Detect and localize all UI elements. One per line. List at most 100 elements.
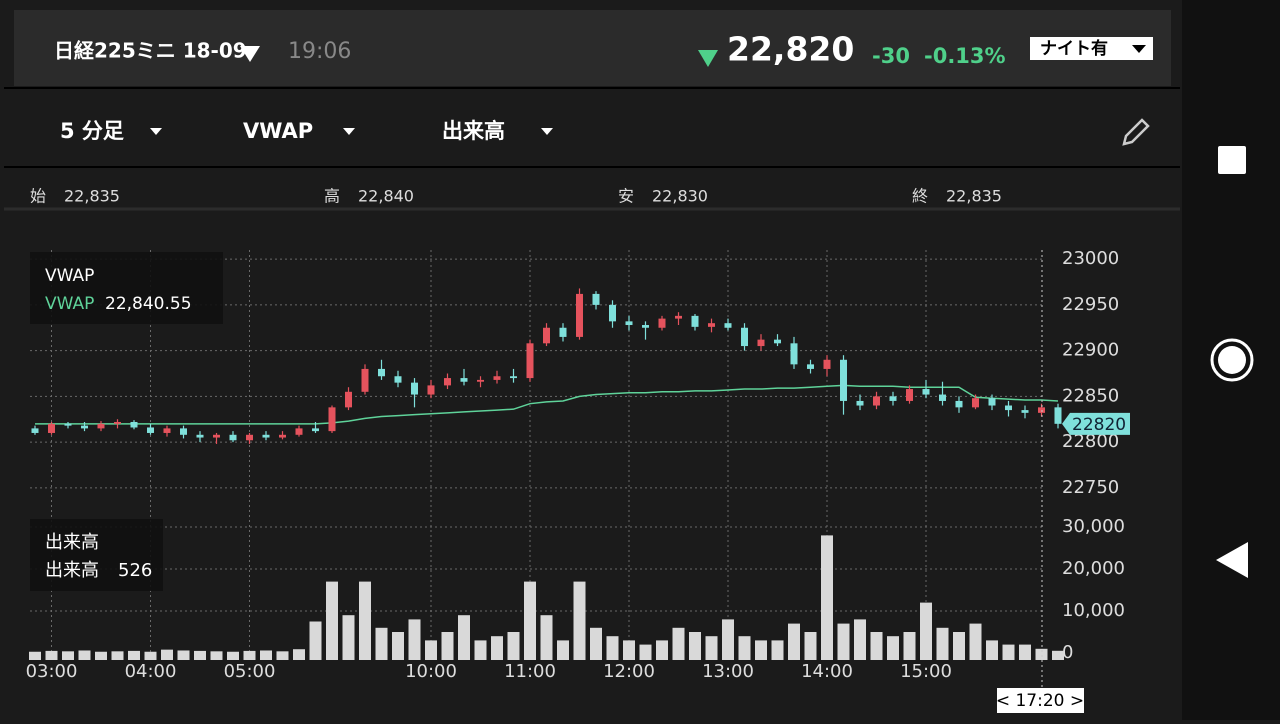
volume-bar — [837, 623, 850, 660]
candle-body — [262, 434, 270, 438]
y-tick-label: 23000 — [1062, 248, 1119, 269]
volume-bar — [953, 632, 965, 660]
volume-bar — [788, 623, 800, 660]
volume-bar — [62, 651, 74, 660]
candle-body — [592, 293, 600, 305]
candle-body — [625, 321, 633, 326]
indicator-select[interactable]: VWAP — [243, 119, 313, 143]
ohlc-label: 終 — [912, 187, 928, 206]
candle-body — [196, 434, 204, 438]
volume-bar — [689, 632, 701, 660]
volume-bar — [359, 581, 371, 660]
volume-bar — [656, 640, 668, 660]
candle-body — [972, 398, 979, 408]
volume-bar — [969, 623, 982, 660]
volume-bar — [491, 636, 503, 660]
volume-bar — [870, 632, 883, 660]
x-tick-label: 10:00 — [405, 661, 457, 682]
volume-bar — [573, 581, 586, 660]
candle-body — [114, 421, 121, 424]
symbol-dropdown[interactable] — [240, 46, 260, 62]
volume-bar — [771, 640, 784, 660]
candle-body — [906, 389, 913, 401]
session-button[interactable] — [1030, 37, 1153, 60]
candle-body — [691, 315, 699, 327]
candle-body — [955, 400, 963, 408]
candle-body — [328, 407, 336, 432]
app-bg — [0, 0, 1182, 720]
y-tick-label: 22750 — [1062, 477, 1119, 498]
candle-body — [444, 378, 451, 386]
candle-body — [774, 339, 781, 344]
symbol[interactable]: 日経225ミニ 18-09 — [54, 39, 247, 63]
volume-bar — [260, 650, 272, 660]
volume-bar — [639, 644, 652, 660]
volume-bar — [920, 602, 932, 660]
home-button-dot — [1218, 346, 1246, 374]
candle-body — [411, 382, 418, 395]
candle-body — [345, 391, 352, 408]
x-tick-label: 03:00 — [26, 661, 78, 682]
candle-body — [180, 428, 187, 435]
volume-bar — [854, 619, 866, 660]
recent-apps-button[interactable] — [1218, 146, 1246, 174]
y-tick-label: 22850 — [1062, 385, 1119, 406]
back-button[interactable] — [1216, 542, 1248, 578]
candle-body — [493, 376, 501, 380]
quote-time: 19:06 — [288, 39, 351, 64]
candle-body — [856, 400, 864, 406]
y-tick-label: 22900 — [1062, 340, 1119, 361]
volume-bar — [1002, 644, 1015, 660]
candle-body — [790, 343, 798, 365]
volume-bar — [738, 636, 751, 660]
volume-bar — [1019, 644, 1031, 660]
volume-bar — [986, 640, 998, 660]
candle-body — [675, 315, 682, 319]
interval-select[interactable]: 5 分足 — [60, 119, 124, 143]
home-button[interactable] — [1210, 338, 1254, 382]
volume-bar — [111, 651, 124, 660]
candle-body — [246, 434, 253, 441]
vwap-line — [35, 384, 1059, 425]
candle-body — [510, 376, 517, 379]
subchart-select[interactable]: 出来高 — [442, 119, 505, 143]
candle-body — [81, 425, 88, 429]
candle-body — [658, 318, 666, 328]
volume-bar — [144, 651, 157, 660]
candle-body — [939, 394, 946, 401]
volume-tick-label: 20,000 — [1062, 558, 1125, 579]
volume-bar — [29, 651, 41, 660]
candle-body — [1054, 407, 1062, 424]
volume-bar — [821, 535, 833, 660]
volume-bar — [903, 632, 916, 660]
candle-body — [378, 368, 385, 377]
volume-bar — [722, 619, 734, 660]
volume-tick-label: 10,000 — [1062, 600, 1125, 621]
volume-tick-label: 30,000 — [1062, 516, 1125, 537]
candle-body — [526, 343, 534, 379]
last-price-label: 22820 — [1072, 415, 1126, 435]
cursor-label: < 17:20 > — [996, 691, 1084, 711]
volume-bar — [375, 627, 388, 660]
y-tick-label: 22800 — [1062, 431, 1119, 452]
candle-body — [460, 378, 468, 382]
volume-bar — [590, 627, 602, 660]
edit-button[interactable] — [1122, 118, 1150, 146]
candle-body — [724, 323, 732, 328]
candle-body — [708, 323, 715, 327]
candle-body — [922, 389, 930, 395]
volume-bar — [1052, 650, 1064, 660]
candle-body — [757, 339, 765, 347]
volume-bar — [672, 627, 685, 660]
header-bar — [14, 10, 1171, 86]
volume-bar — [95, 651, 107, 660]
volume-bar — [1035, 648, 1048, 660]
legend-box — [30, 252, 223, 324]
volume-bar — [293, 649, 305, 660]
dropdown-icon — [150, 128, 162, 135]
ohlc-label: 始 — [30, 187, 46, 206]
volume-bar — [309, 621, 322, 660]
candle-body — [48, 423, 55, 433]
volume-bar — [45, 650, 58, 660]
